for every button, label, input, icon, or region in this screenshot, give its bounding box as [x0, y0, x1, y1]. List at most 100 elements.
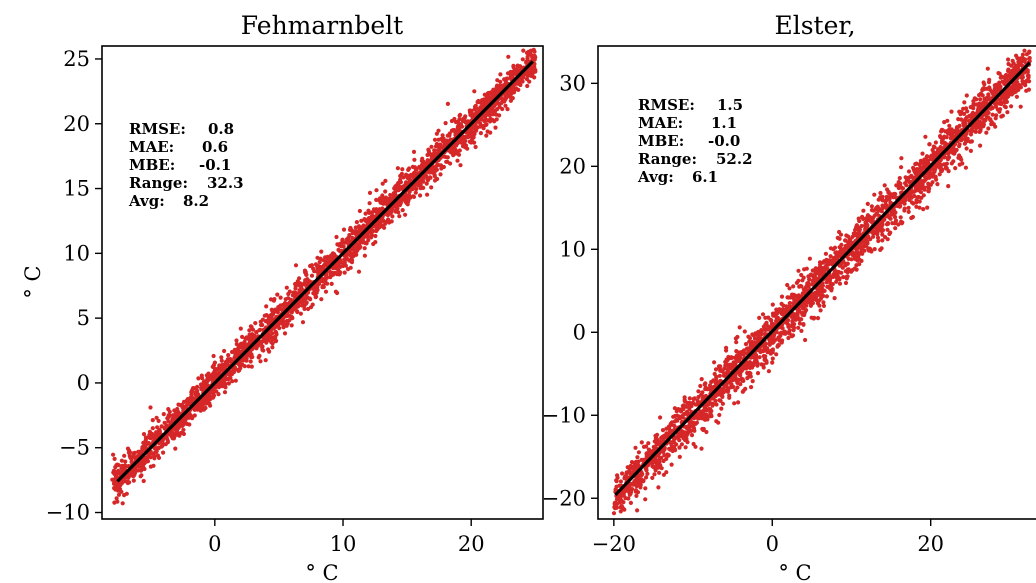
scatter-point [1011, 61, 1016, 66]
scatter-point [309, 263, 314, 268]
x-tick-label: 20 [458, 532, 485, 556]
scatter-point [768, 351, 773, 356]
scatter-point [295, 279, 300, 284]
scatter-point [285, 319, 290, 324]
scatter-point [783, 320, 788, 325]
scatter-point [893, 218, 899, 223]
scatter-point [801, 322, 806, 327]
scatter-point [369, 229, 375, 234]
scatter-point [668, 421, 673, 426]
scatter-point [447, 131, 452, 136]
scatter-point [653, 436, 659, 441]
scatter-point [827, 286, 832, 291]
scatter-point [139, 473, 144, 478]
y-tick-label: 15 [63, 177, 90, 201]
scatter-point [639, 440, 644, 445]
scatter-point [968, 105, 973, 110]
scatter-point [1015, 56, 1020, 61]
scatter-point [737, 354, 743, 360]
scatter-point [692, 428, 697, 433]
scatter-point [238, 326, 243, 331]
scatter-point [696, 389, 701, 394]
scatter-point [155, 425, 160, 430]
scatter-point [898, 215, 903, 220]
scatter-point [353, 225, 358, 230]
scatter-point [164, 423, 169, 428]
scatter-point [705, 387, 710, 392]
scatter-point [427, 152, 432, 157]
scatter-point [665, 434, 670, 439]
scatter-point [459, 124, 465, 129]
scatter-point [356, 245, 362, 250]
scatter-point [281, 321, 287, 326]
scatter-point [369, 233, 374, 238]
scatter-point [205, 378, 210, 384]
scatter-point [863, 227, 868, 232]
scatter-point [230, 379, 235, 384]
scatter-point [281, 325, 286, 330]
scatter-point [770, 302, 775, 307]
scatter-point [677, 454, 682, 459]
scatter-point [231, 370, 236, 375]
scatter-point [278, 295, 283, 300]
scatter-point [274, 332, 279, 337]
scatter-point [389, 219, 394, 224]
scatter-point [484, 94, 489, 99]
scatter-point [500, 106, 505, 112]
scatter-point [263, 358, 268, 363]
scatter-point [437, 148, 442, 153]
scatter-point [361, 239, 366, 244]
scatter-point [1009, 104, 1014, 109]
scatter-point [122, 493, 127, 498]
scatter-point [438, 172, 443, 177]
scatter-point [636, 450, 642, 455]
scatter-point [314, 294, 319, 299]
scatter-point [340, 263, 346, 269]
scatter-point [191, 386, 196, 391]
scatter-point [1018, 56, 1024, 61]
scatter-point [254, 330, 259, 335]
scatter-point [420, 156, 425, 161]
scatter-point [652, 472, 657, 477]
scatter-point [890, 221, 895, 226]
scatter-point [350, 235, 355, 240]
scatter-point [270, 312, 275, 317]
scatter-point [187, 400, 192, 405]
scatter-point [750, 332, 755, 337]
scatter-point [733, 375, 738, 380]
scatter-point [121, 464, 126, 469]
scatter-point [383, 189, 388, 194]
scatter-point [986, 115, 991, 120]
scatter-point [727, 393, 732, 398]
scatter-point [652, 460, 657, 465]
scatter-point [740, 352, 745, 357]
scatter-point [473, 144, 478, 150]
chart-title: Elster, [774, 11, 855, 40]
scatter-point [1025, 73, 1030, 78]
scatter-point [168, 420, 173, 425]
y-tick-label: 5 [77, 306, 90, 330]
scatter-point [628, 491, 633, 496]
scatter-point [682, 395, 687, 400]
scatter-point [428, 175, 433, 180]
scatter-point [787, 301, 792, 306]
scatter-point [1011, 71, 1017, 77]
scatter-point [268, 297, 274, 302]
scatter-point [978, 91, 984, 96]
scatter-point [319, 265, 324, 270]
scatter-point [159, 424, 164, 429]
scatter-point [252, 333, 257, 338]
scatter-point [821, 303, 827, 308]
scatter-point [653, 468, 658, 473]
scatter-point [282, 331, 288, 336]
scatter-point [280, 303, 285, 308]
scatter-point [484, 122, 489, 127]
scatter-point [449, 118, 454, 124]
scatter-point [880, 197, 885, 202]
scatter-point [329, 281, 334, 286]
scatter-point [229, 349, 235, 355]
scatter-point [799, 328, 804, 333]
scatter-point [990, 112, 995, 117]
scatter-point [734, 356, 739, 361]
scatter-point [295, 309, 300, 314]
